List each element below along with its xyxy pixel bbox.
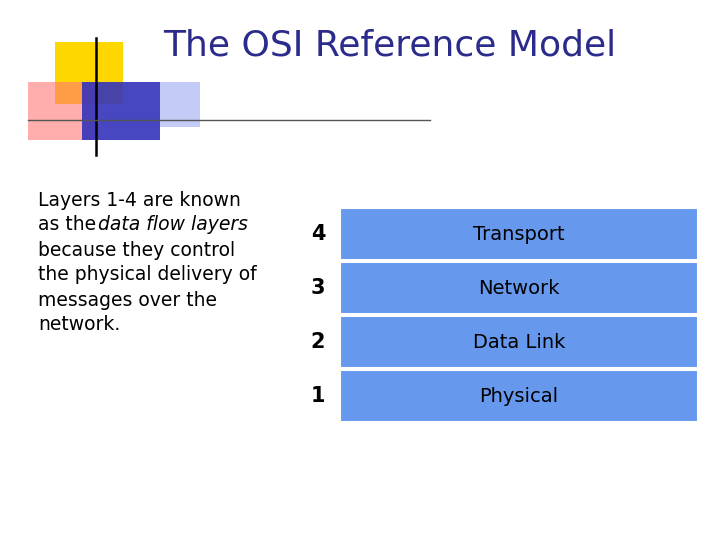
Text: The OSI Reference Model: The OSI Reference Model [163, 28, 616, 62]
Text: the physical delivery of: the physical delivery of [38, 266, 256, 285]
Text: Physical: Physical [480, 387, 559, 406]
Text: 1: 1 [311, 386, 325, 406]
Text: 2: 2 [311, 332, 325, 352]
Bar [340, 262, 698, 314]
Text: Transport: Transport [473, 225, 564, 244]
Text: Layers 1-4 are known: Layers 1-4 are known [38, 191, 241, 210]
Text: Data Link: Data Link [473, 333, 565, 352]
Text: data flow layers: data flow layers [98, 215, 248, 234]
Bar [340, 370, 698, 422]
Bar [55, 42, 123, 104]
Bar [82, 82, 160, 140]
Text: messages over the: messages over the [38, 291, 217, 309]
Text: as the: as the [38, 215, 102, 234]
Bar [340, 316, 698, 368]
Text: network.: network. [38, 315, 120, 334]
Bar [160, 82, 200, 127]
Text: 4: 4 [311, 224, 325, 244]
Text: because they control: because they control [38, 240, 235, 260]
Bar [340, 208, 698, 260]
Text: 3: 3 [311, 278, 325, 298]
Bar [28, 82, 96, 140]
Text: Network: Network [478, 279, 559, 298]
